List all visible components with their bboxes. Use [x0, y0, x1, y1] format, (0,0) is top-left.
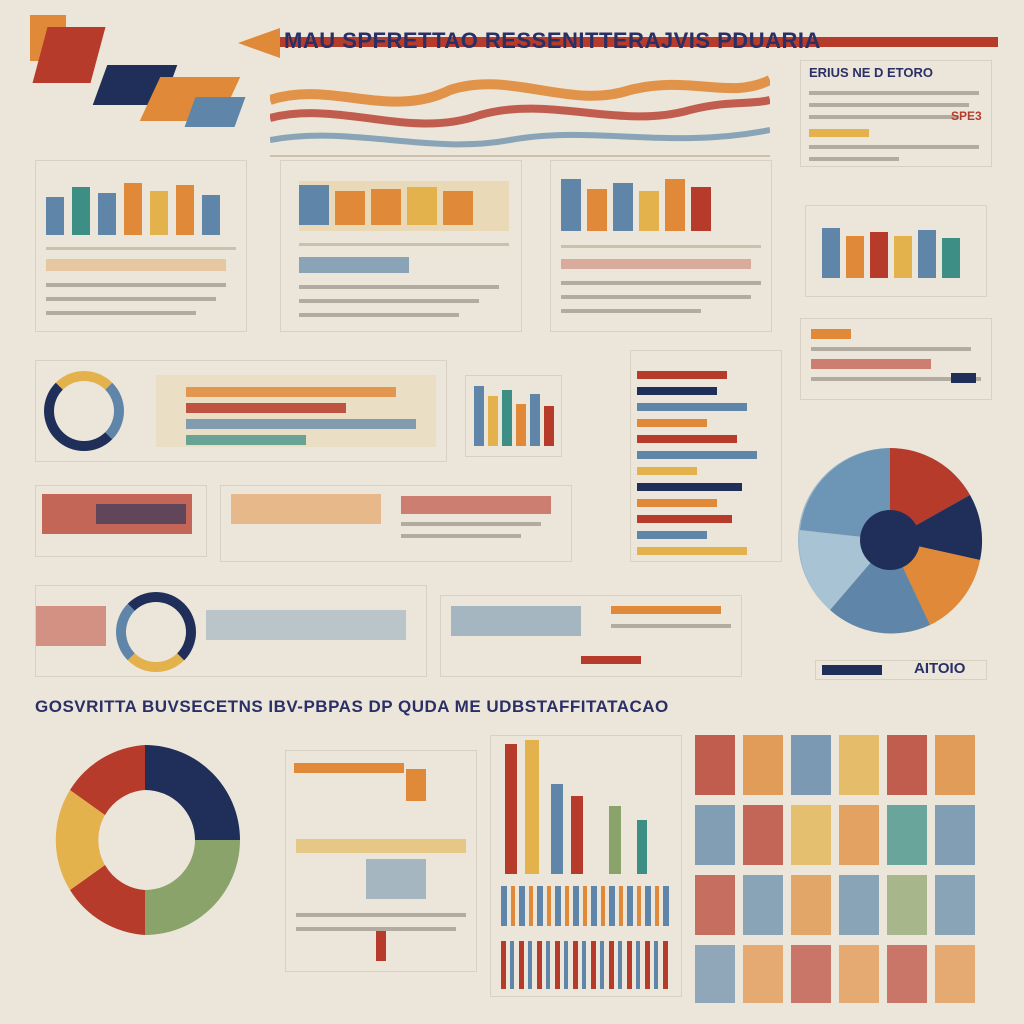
people-panel-3 [550, 160, 772, 332]
center-horizontal-bars [630, 350, 782, 562]
top-title: MAU SPFRETTAO RESSENITTERAJVIS PDUARIA [284, 28, 821, 53]
bottom-center-panel [285, 750, 477, 972]
people-panel-2 [280, 160, 522, 332]
middle-title: GOSVRITTA BUVSECETNS IBV-PBPAS DP QUDA M… [35, 697, 669, 716]
people-icon [46, 175, 226, 235]
top-wave [268, 70, 773, 160]
right-top-panel: ERIUS NE D ETORO SPE3 [800, 60, 992, 167]
donut-icon [44, 371, 124, 451]
donut-chart [50, 745, 240, 935]
bottom-right-grid [695, 735, 990, 1005]
top-bar [280, 37, 998, 47]
pie-badge-text: AITOIO [914, 660, 966, 677]
people-panel-1 [35, 160, 247, 332]
mid-small-bars [465, 375, 562, 457]
row3-panel [35, 585, 427, 677]
arrow-icon [238, 28, 280, 58]
bottom-donut [35, 730, 255, 950]
right-top-small: SPE3 [951, 109, 982, 123]
right-bars-panel [800, 318, 992, 400]
pie-badge: AITOIO [815, 660, 987, 680]
pie-chart [798, 448, 983, 634]
donut-icon-2 [116, 592, 196, 672]
mid-donut-panel [35, 360, 447, 462]
pie-icon: AITOIO [795, 420, 995, 680]
top-header: MAU SPFRETTAO RESSENITTERAJVIS PDUARIA [238, 28, 998, 58]
row3-right [440, 595, 742, 677]
wave-icon [268, 75, 773, 157]
mid-row2-left [35, 485, 207, 557]
top-left-stack [30, 15, 246, 135]
mid-row2-center [220, 485, 572, 562]
bottom-vertical-bars [490, 735, 682, 997]
right-top-title: ERIUS NE D ETORO [809, 65, 934, 80]
right-icons-panel [805, 205, 987, 297]
